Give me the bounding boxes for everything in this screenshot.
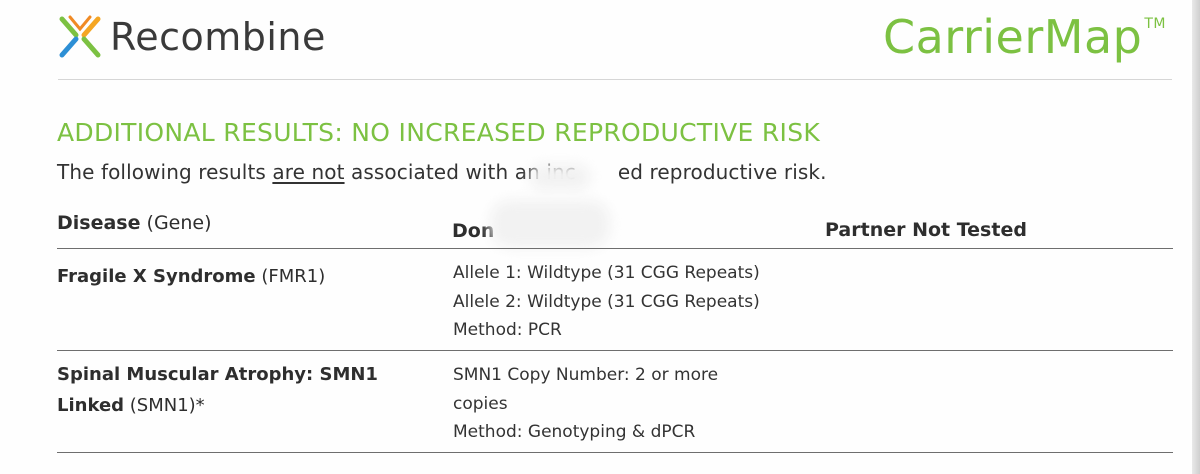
subtitle-start: The following results [57,160,273,184]
header-divider [58,79,1172,80]
donor-result-line: Method: Genotyping & dPCR [453,422,696,442]
recombine-x-icon [59,15,101,58]
section-subtitle: The following results are not associated… [57,160,827,184]
donor-redaction-blur [490,200,610,248]
column-header-gene-label: (Gene) [140,212,212,234]
column-header-partner: Partner Not Tested [825,219,1027,241]
recombine-logo: Recombine [56,12,326,62]
disease-name: Spinal Muscular Atrophy: SMN1 [57,364,378,385]
donor-result-line: Allele 2: Wildtype (31 CGG Repeats) [453,291,760,312]
table-bottom-rule [57,452,1173,453]
donor-result-line: SMN1 Copy Number: 2 or more [453,365,719,385]
subtitle-end: ed reproductive risk. [617,160,827,184]
page-edge [1192,0,1200,474]
table-row-fragile-x-disease: Fragile X Syndrome (FMR1) [57,261,387,292]
gene-name: (FMR1) [255,266,326,287]
donor-result-line: copies [453,393,508,414]
donor-result-line: Method: PCR [453,320,562,340]
table-row-divider [57,350,1173,351]
column-header-disease-label: Disease [57,212,141,234]
brand-name: Recombine [110,15,326,59]
table-row-sma-donor: SMN1 Copy Number: 2 or more copies Metho… [453,361,773,447]
donor-result-line: Allele 1: Wildtype (31 CGG Repeats) [453,263,760,283]
trademark-mark: TM [1144,16,1166,32]
subtitle-emphasis: are not [272,160,345,184]
disease-name-continued: Linked [57,395,125,416]
gene-name: (SMN1)* [124,395,205,416]
column-header-disease: Disease (Gene) [57,212,212,234]
column-header-donor-label: Don [452,220,495,242]
product-label: CarrierMap [882,10,1143,64]
column-header-partner-label: Partner Not Tested [825,219,1027,241]
redaction-blur [530,164,590,190]
table-row-fragile-x-donor: Allele 1: Wildtype (31 CGG Repeats) Alle… [453,259,773,345]
section-title: ADDITIONAL RESULTS: NO INCREASED REPRODU… [57,118,821,147]
table-row-sma-disease: Spinal Muscular Atrophy: SMN1 Linked (SM… [57,359,387,421]
product-name: CarrierMap TM [883,10,1166,64]
column-header-donor: Don [452,220,494,242]
table-header-rule [57,248,1173,249]
disease-name: Fragile X Syndrome [57,266,256,287]
